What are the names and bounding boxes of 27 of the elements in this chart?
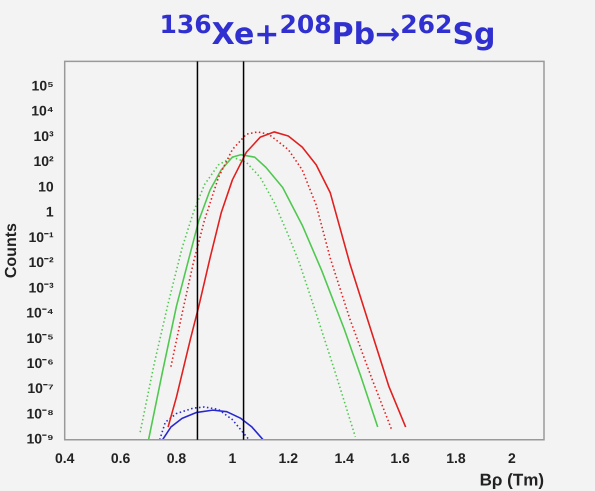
y-tick-label: 10⁻⁸ (26, 405, 54, 422)
x-tick-label: 1.8 (446, 450, 466, 466)
y-tick-label: 10⁻¹ (28, 228, 54, 245)
y-tick-label: 10⁻⁹ (26, 430, 54, 447)
x-tick-label: 0.6 (110, 450, 131, 466)
y-axis-title: Counts (3, 222, 20, 278)
x-tick-label: 1 (228, 450, 236, 466)
chart-title: $^{136}$Xe+$^{208}$Pb→$^{262}$Sg (158, 9, 497, 52)
y-tick-label: 10² (33, 153, 54, 170)
y-tick-label: 10⁻² (28, 254, 54, 270)
y-tick-label: 10⁻⁶ (26, 354, 54, 371)
x-tick-label: 2 (508, 450, 516, 466)
x-tick-label: 1.2 (278, 450, 298, 466)
y-tick-label: 10 (38, 178, 54, 194)
y-tick-label: 10⁻³ (28, 279, 54, 296)
y-tick-label: 10³ (33, 128, 54, 144)
x-tick-label: 1.6 (390, 450, 410, 466)
y-tick-label: 10⁵ (32, 77, 54, 94)
y-tick-label: 10⁻⁵ (26, 330, 54, 346)
x-tick-label: 0.8 (166, 450, 186, 466)
y-tick-label: 1 (46, 204, 54, 220)
y-tick-label: 10⁴ (31, 102, 54, 119)
x-tick-label: 0.4 (54, 450, 75, 466)
y-tick-label: 10⁻⁷ (27, 380, 54, 396)
x-tick-label: 1.4 (334, 450, 354, 466)
y-tick-label: 10⁻⁴ (26, 304, 54, 321)
x-axis-title: Bρ (Tm) (480, 470, 544, 490)
